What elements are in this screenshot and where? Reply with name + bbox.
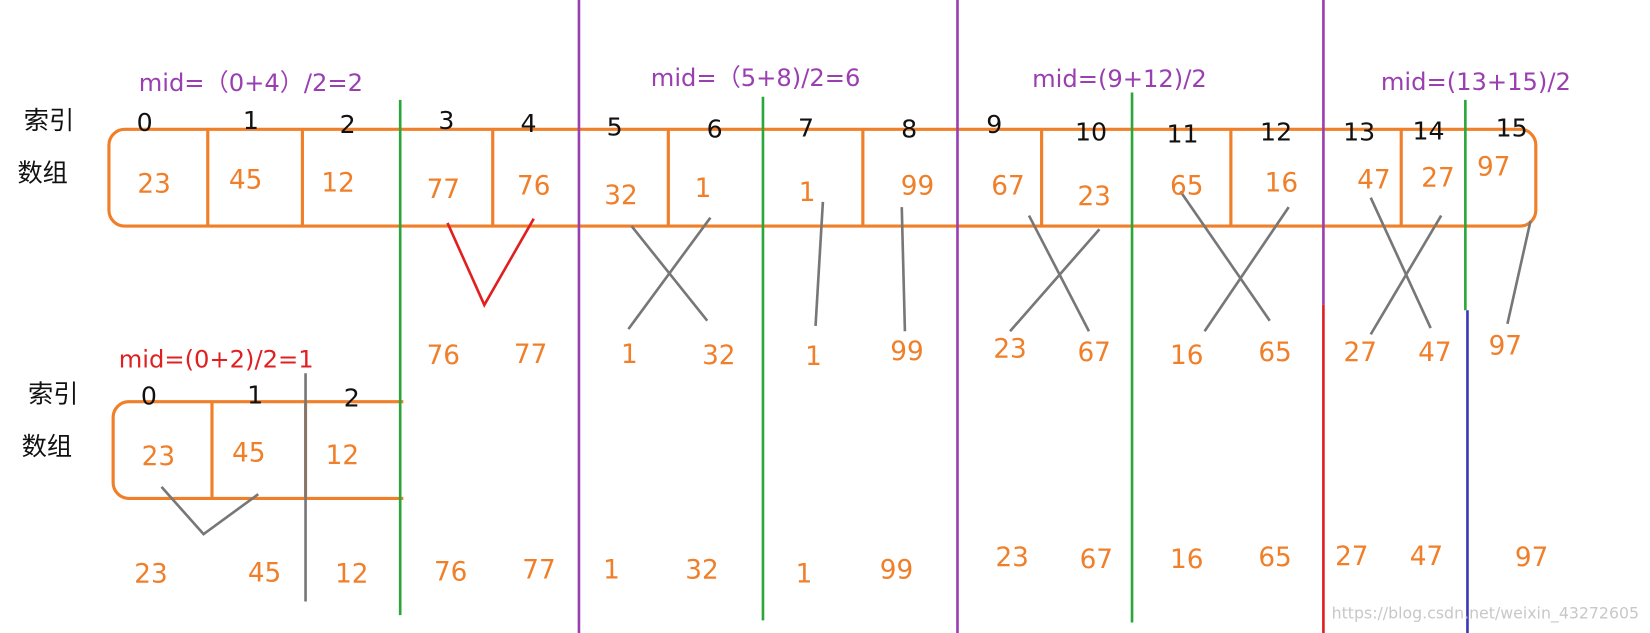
- array-value: 27: [1421, 163, 1454, 193]
- index-label: 1: [243, 106, 259, 135]
- merged-value: 67: [1077, 338, 1110, 368]
- index-label: 1: [247, 380, 263, 409]
- sorted-value: 16: [1170, 545, 1203, 575]
- array-value: 47: [1357, 165, 1390, 195]
- array-value: 99: [901, 172, 934, 202]
- array-value: 23: [142, 442, 175, 472]
- merged-value: 1: [621, 340, 638, 370]
- index-label: 5: [607, 112, 623, 141]
- sorted-value: 1: [603, 555, 620, 585]
- array-value: 45: [229, 165, 262, 195]
- index-label: 4: [520, 109, 536, 138]
- mid-formula: mid=（5+8)/2=6: [651, 64, 861, 92]
- sorted-value: 1: [796, 560, 813, 590]
- merged-value: 27: [1343, 338, 1376, 368]
- merged-value: 97: [1489, 331, 1522, 361]
- array-value: 76: [517, 172, 550, 202]
- watermark: https://blog.csdn.net/weixin_43272605: [1332, 604, 1639, 624]
- index-label: 15: [1496, 113, 1528, 142]
- index-label: 0: [137, 108, 153, 137]
- mid-formula: mid=(0+2)/2=1: [119, 346, 314, 374]
- row-label: 索引: [28, 379, 78, 408]
- row-label: 数组: [17, 159, 67, 188]
- merged-value: 76: [427, 341, 460, 371]
- sorted-value: 65: [1258, 543, 1291, 573]
- index-label: 3: [438, 106, 454, 135]
- array-value: 65: [1170, 172, 1203, 202]
- index-label: 7: [798, 113, 814, 142]
- sorted-value: 12: [335, 560, 368, 590]
- array-value: 1: [799, 178, 816, 208]
- mid-formula: mid=(9+12)/2: [1032, 65, 1207, 93]
- merged-value: 77: [514, 340, 547, 370]
- array-value: 23: [137, 170, 170, 200]
- sorted-value: 27: [1335, 542, 1368, 572]
- array-value: 32: [604, 181, 637, 211]
- index-label: 12: [1260, 118, 1292, 147]
- array-value: 12: [321, 169, 354, 199]
- index-label: 10: [1075, 118, 1107, 147]
- merge-mark: [446, 218, 535, 308]
- merged-value: 65: [1258, 338, 1291, 368]
- array-value: 77: [427, 175, 460, 205]
- sorted-value: 99: [880, 555, 913, 585]
- array-value: 1: [695, 174, 712, 204]
- sorted-value: 32: [685, 555, 718, 585]
- sorted-value: 77: [522, 555, 555, 585]
- merged-value: 23: [993, 335, 1026, 365]
- merged-value: 16: [1170, 341, 1203, 371]
- index-label: 13: [1343, 118, 1375, 147]
- index-label: 2: [344, 384, 360, 413]
- sorted-value: 97: [1515, 543, 1548, 573]
- sorted-value: 45: [248, 559, 281, 589]
- sorted-value: 23: [134, 560, 167, 590]
- array-value: 23: [1077, 182, 1110, 212]
- index-label: 14: [1413, 116, 1445, 145]
- merged-value: 32: [702, 341, 735, 371]
- index-label: 0: [141, 381, 157, 410]
- index-label: 8: [901, 114, 917, 143]
- array-value: 45: [232, 439, 265, 469]
- merged-value: 99: [890, 337, 923, 367]
- index-label: 6: [707, 114, 723, 143]
- merged-value: 1: [805, 342, 822, 372]
- array-value: 67: [991, 172, 1024, 202]
- index-label: 2: [340, 110, 356, 139]
- merged-value: 47: [1418, 338, 1451, 368]
- separators: [304, 0, 1469, 633]
- row-label: 索引: [24, 106, 74, 135]
- array-value: 16: [1265, 169, 1298, 199]
- index-label: 9: [986, 110, 1002, 139]
- sorted-value: 47: [1410, 542, 1443, 572]
- array-value: 97: [1477, 153, 1510, 183]
- sorted-value: 23: [995, 543, 1028, 573]
- sorted-value: 67: [1080, 545, 1113, 575]
- sorted-value: 76: [434, 558, 467, 588]
- mid-formula: mid=（0+4）/2=2: [139, 69, 363, 97]
- index-label: 11: [1166, 120, 1198, 149]
- box-cut: [403, 394, 425, 505]
- swap-lines: [160, 190, 1532, 536]
- row-label: 数组: [22, 432, 72, 461]
- array-value: 12: [326, 441, 359, 471]
- mid-formula: mid=(13+15)/2: [1381, 68, 1571, 96]
